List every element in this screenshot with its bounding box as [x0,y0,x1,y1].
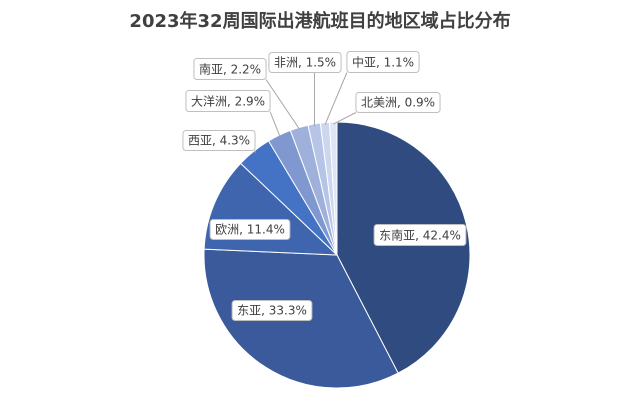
data-label: 欧洲, 11.4% [210,220,290,240]
data-label: 南亚, 2.2% [194,59,266,80]
data-label-text: 欧洲, 11.4% [215,223,285,237]
data-label: 东南亚, 42.4% [374,225,466,246]
leader-line [325,73,347,125]
data-label-text: 南亚, 2.2% [199,62,261,77]
data-label: 北美洲, 0.9% [356,93,440,113]
leader-line [270,112,280,137]
data-label-text: 北美洲, 0.9% [361,96,435,110]
data-label: 西亚, 4.3% [183,131,255,151]
data-label-text: 非洲, 1.5% [274,56,336,70]
data-label: 大洋洲, 2.9% [186,91,270,112]
data-label: 中亚, 1.1% [347,52,419,73]
data-label-text: 东亚, 33.3% [237,304,307,318]
data-label-text: 中亚, 1.1% [352,55,414,70]
chart-title: 2023年32周国际出港航班目的地区域占比分布 [129,10,510,32]
leader-line [266,80,300,130]
data-label-text: 大洋洲, 2.9% [191,94,265,109]
data-label-text: 东南亚, 42.4% [379,228,461,243]
data-label-text: 西亚, 4.3% [188,134,250,148]
data-label: 非洲, 1.5% [269,53,341,73]
data-label: 东亚, 33.3% [232,301,312,321]
